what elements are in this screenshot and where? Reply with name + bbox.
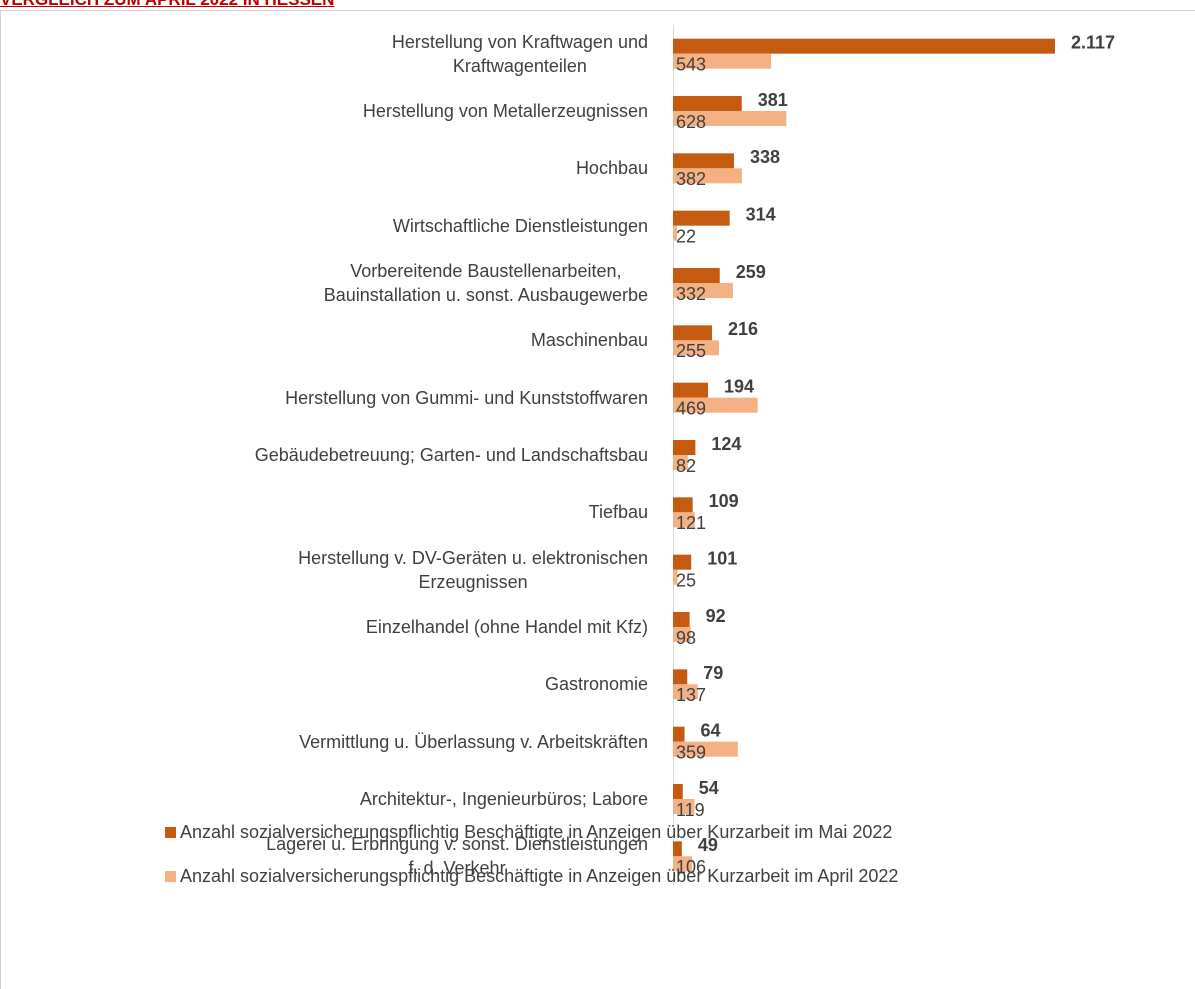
data-label: 259 (736, 262, 766, 282)
category-label: Vermittlung u. Überlassung v. Arbeitskrä… (299, 731, 648, 752)
bar (673, 627, 691, 642)
data-label: 382 (676, 169, 706, 189)
bar (673, 569, 678, 585)
data-label: 338 (750, 147, 780, 167)
category-label: Lagerei u. Erbringung v. sonst. Dienstle… (266, 834, 648, 879)
data-label: 359 (676, 742, 706, 762)
category-label: Herstellung von Metallerzeugnissen (362, 101, 648, 121)
data-label: 469 (676, 398, 706, 418)
data-label: 121 (676, 513, 706, 533)
category-label: Architektur-, Ingenieurbüros; Labore (359, 789, 648, 809)
category-label: Gebäudebetreuung; Garten- und Landschaft… (254, 445, 648, 465)
bar (673, 268, 720, 283)
legend-label: Anzahl sozialversicherungspflichtig Besc… (180, 822, 893, 842)
bar (673, 455, 688, 470)
data-label: 124 (711, 434, 741, 454)
bar (673, 38, 1055, 54)
legend-label: Anzahl sozialversicherungspflichtig Besc… (180, 866, 899, 886)
bar (673, 512, 695, 528)
data-label: 216 (728, 319, 758, 339)
data-label: 79 (703, 663, 723, 683)
category-label: Maschinenbau (530, 330, 648, 351)
category-label: Wirtschaftliche Dienstleistungen (392, 215, 648, 236)
category-label: Herstellung von Kraftwagen und Kraftwage… (391, 31, 648, 76)
bar (673, 283, 733, 298)
data-label: 2.117 (1071, 32, 1115, 52)
data-label: 54 (699, 778, 719, 798)
data-label: 25 (676, 570, 696, 590)
bar (673, 799, 695, 814)
bar (673, 168, 742, 184)
data-label: 543 (676, 54, 706, 74)
data-label: 628 (676, 112, 706, 132)
bar (673, 497, 693, 513)
data-label: 314 (746, 204, 776, 224)
data-label: 98 (676, 628, 696, 648)
bar (673, 210, 730, 226)
data-label: 119 (676, 800, 705, 820)
data-label: 381 (758, 90, 788, 110)
data-label: 22 (676, 226, 696, 246)
bar (673, 841, 682, 857)
chart-title: VERGLEICH ZUM APRIL 2022 IN HESSEN (0, 0, 334, 10)
chart-frame (0, 10, 1195, 989)
data-label: 92 (706, 606, 726, 626)
data-label: 64 (701, 720, 721, 740)
category-label: Gastronomie (544, 674, 648, 695)
data-label: 101 (707, 548, 737, 568)
bar (673, 612, 690, 627)
legend-swatch (165, 827, 176, 838)
category-label: Tiefbau (588, 502, 648, 523)
category-label: Hochbau (575, 158, 648, 179)
bar (673, 382, 709, 398)
bar (673, 741, 738, 757)
bar (673, 53, 771, 69)
bar (673, 554, 692, 570)
bar (673, 111, 787, 126)
bar (673, 397, 758, 413)
bar (673, 856, 693, 872)
bar (673, 726, 685, 742)
bar (673, 96, 742, 111)
category-label: Herstellung v. DV-Geräten u. elektronisc… (298, 547, 648, 592)
data-label: 137 (676, 685, 706, 705)
legend-entry: Anzahl sozialversicherungspflichtig Besc… (165, 866, 898, 887)
data-label: 49 (698, 835, 718, 855)
bar (673, 669, 688, 685)
bar (673, 325, 712, 341)
bar (673, 153, 734, 169)
category-label: Einzelhandel (ohne Handel mit Kfz) (365, 617, 648, 637)
category-label: Vorbereitende Baustellenarbeiten, Bauins… (323, 261, 648, 305)
legend-swatch (165, 871, 176, 882)
data-label: 82 (676, 456, 696, 476)
bar (673, 440, 696, 455)
data-label: 109 (709, 491, 739, 511)
data-label: 194 (724, 376, 754, 396)
bar (673, 340, 720, 356)
category-label: Herstellung von Gummi- und Kunststoffwar… (285, 387, 648, 408)
bar (673, 225, 677, 241)
data-label: 255 (676, 341, 706, 361)
bar (673, 684, 698, 700)
data-label: 332 (676, 284, 706, 304)
legend-entry: Anzahl sozialversicherungspflichtig Besc… (165, 822, 892, 843)
bar (673, 784, 683, 799)
data-label: 106 (676, 857, 706, 877)
